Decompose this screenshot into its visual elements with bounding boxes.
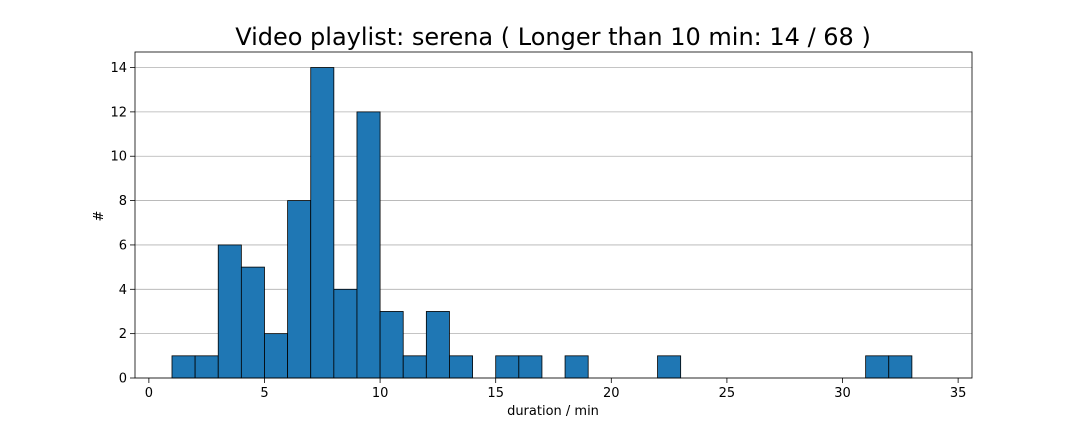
- y-tick-label: 14: [110, 61, 127, 76]
- y-axis-label: #: [92, 211, 107, 222]
- histogram-bar: [171, 355, 196, 379]
- histogram-bar: [657, 355, 682, 379]
- histogram-bar: [217, 244, 242, 379]
- y-tick-label: 10: [110, 150, 127, 165]
- histogram-bar: [865, 355, 890, 379]
- histogram-bar: [379, 311, 404, 379]
- y-tick-label: 8: [119, 194, 127, 209]
- histogram-bar: [449, 355, 473, 379]
- y-tick-label: 6: [119, 238, 127, 253]
- x-tick-label: 5: [260, 386, 268, 401]
- histogram-bar: [287, 200, 312, 379]
- chart-title: Video playlist: serena ( Longer than 10 …: [235, 23, 871, 51]
- histogram-bar: [240, 266, 265, 379]
- x-tick-label: 15: [487, 386, 504, 401]
- histogram-bar: [564, 355, 589, 379]
- histogram-bar: [333, 288, 358, 379]
- x-tick-label: 20: [603, 386, 620, 401]
- bars: [171, 67, 913, 379]
- y-axis-ticks: 0 2 4 6 8 10 12 14: [110, 61, 135, 387]
- histogram-bar: [495, 355, 520, 379]
- histogram-bar: [425, 311, 450, 379]
- y-tick-label: 2: [119, 327, 127, 342]
- y-tick-label: 4: [119, 283, 127, 298]
- histogram-bar: [518, 355, 543, 379]
- x-tick-label: 25: [719, 386, 736, 401]
- histogram-bar: [310, 67, 335, 379]
- x-tick-label: 35: [950, 386, 967, 401]
- y-tick-label: 0: [119, 372, 127, 387]
- x-tick-label: 10: [372, 386, 389, 401]
- plot-frame: [134, 51, 973, 379]
- histogram-bar: [194, 355, 219, 379]
- histogram-bar: [888, 355, 913, 379]
- x-tick-label: 30: [834, 386, 851, 401]
- histogram-bar: [264, 333, 289, 379]
- x-axis-label: duration / min: [507, 404, 599, 419]
- x-axis-ticks: 0 5 10 15 20 25 30 35: [145, 378, 967, 401]
- y-tick-label: 12: [110, 105, 127, 120]
- histogram-bar: [402, 355, 427, 379]
- x-tick-label: 0: [145, 386, 153, 401]
- histogram-bar: [356, 111, 381, 379]
